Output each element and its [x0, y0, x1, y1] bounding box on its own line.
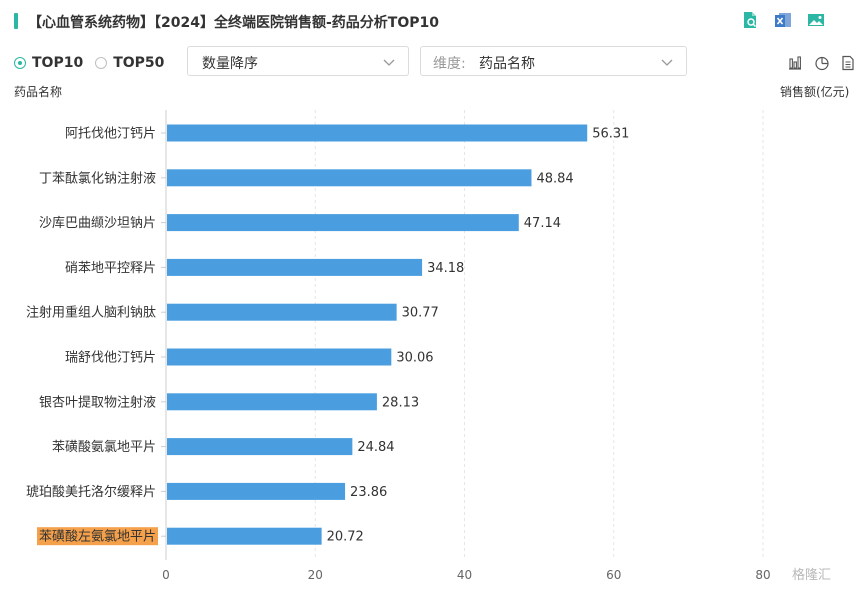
- table-doc-icon[interactable]: [840, 55, 856, 71]
- bar-value-label: 56.31: [592, 127, 629, 142]
- bar: [167, 438, 353, 456]
- bar: [167, 527, 322, 545]
- bar-value-label: 47.14: [524, 216, 561, 231]
- bar-value-label: 20.72: [327, 530, 364, 545]
- radio-top10-label: TOP10: [32, 55, 84, 71]
- bar-value-label: 34.18: [427, 261, 464, 276]
- bar: [167, 303, 397, 321]
- title-bar: 【心血管系统药物】【2024】全终端医院销售额-药品分析TOP10: [0, 0, 868, 40]
- bar: [167, 482, 346, 500]
- dimension-select-prefix: 维度:: [433, 56, 466, 72]
- category-label: 阿托伐他汀钙片: [65, 127, 156, 142]
- top-n-radio-group: TOP10 TOP50: [14, 52, 176, 74]
- dimension-select[interactable]: 维度: 药品名称: [420, 46, 687, 76]
- radio-top10[interactable]: TOP10: [14, 55, 83, 71]
- bar-value-label: 24.84: [357, 440, 394, 455]
- title-accent-bar: [14, 13, 18, 29]
- category-highlight: [37, 527, 158, 546]
- category-label: 注射用重组人脑利钠肽: [26, 305, 156, 321]
- category-label: 瑞舒伐他汀钙片: [65, 351, 156, 366]
- bar-chart-icon[interactable]: [787, 55, 803, 71]
- radio-checked-icon: [14, 57, 26, 69]
- x-tick-label: 80: [755, 568, 770, 582]
- x-tick-label: 60: [606, 568, 621, 582]
- radio-top50-label: TOP50: [113, 55, 165, 71]
- search-doc-icon[interactable]: [740, 10, 760, 30]
- bar: [167, 348, 392, 366]
- bar: [167, 258, 423, 276]
- y-axis-caption: 药品名称: [14, 85, 63, 99]
- x-axis-caption: 销售额(亿元): [780, 85, 850, 99]
- bar-value-label: 30.06: [396, 351, 433, 366]
- category-label: 苯磺酸氨氯地平片: [52, 440, 156, 455]
- category-label: 沙库巴曲缬沙坦钠片: [39, 215, 156, 231]
- x-tick-label: 40: [457, 568, 472, 582]
- category-label: 银杏叶提取物注射液: [39, 394, 156, 410]
- category-label: 硝苯地平控释片: [65, 261, 156, 276]
- page-title: 【心血管系统药物】【2024】全终端医院销售额-药品分析TOP10: [28, 15, 439, 31]
- chevron-down-icon: [383, 59, 395, 66]
- bar-value-label: 48.84: [536, 171, 573, 186]
- bar-value-label: 23.86: [350, 485, 387, 500]
- watermark: 格隆汇: [792, 568, 832, 583]
- category-label: 丁苯酞氯化钠注射液: [39, 170, 156, 186]
- excel-export-icon[interactable]: [773, 10, 793, 30]
- category-label: 琥珀酸美托洛尔缓释片: [26, 485, 156, 500]
- pie-chart-icon[interactable]: [814, 55, 830, 71]
- chevron-down-icon: [661, 59, 673, 66]
- x-tick-label: 0: [162, 568, 170, 582]
- bar: [167, 393, 377, 411]
- image-export-icon[interactable]: [806, 10, 826, 30]
- sort-select[interactable]: 数量降序: [187, 46, 409, 76]
- x-tick-label: 20: [308, 568, 323, 582]
- bar-value-label: 30.77: [402, 306, 439, 321]
- bar-value-label: 28.13: [382, 395, 419, 410]
- bar: [167, 124, 588, 142]
- radio-top50[interactable]: TOP50: [95, 55, 164, 71]
- dimension-select-value: 药品名称: [479, 56, 535, 72]
- bar: [167, 214, 519, 232]
- category-label: 苯磺酸左氨氯地平片: [39, 530, 156, 545]
- radio-unchecked-icon: [95, 57, 108, 69]
- sort-select-value: 数量降序: [202, 56, 258, 72]
- bar: [167, 169, 532, 187]
